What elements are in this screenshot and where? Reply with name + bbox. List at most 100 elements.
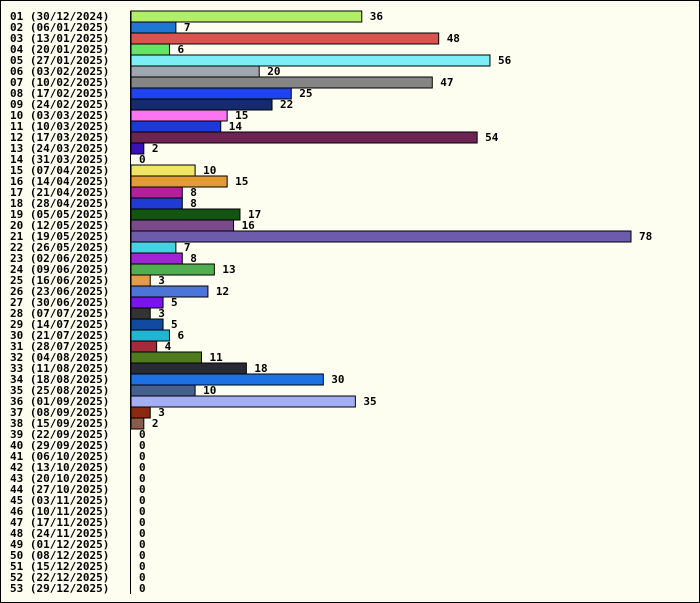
- category-label: 37 (08/09/2025): [10, 406, 109, 419]
- category-label: 53 (29/12/2025): [10, 582, 109, 595]
- category-label: 05 (27/01/2025): [10, 54, 109, 67]
- category-label: 35 (25/08/2025): [10, 384, 109, 397]
- bar: [130, 318, 164, 331]
- category-label: 23 (02/06/2025): [10, 252, 109, 265]
- bar: [130, 208, 241, 221]
- category-label: 32 (04/08/2025): [10, 351, 109, 364]
- category-label: 19 (05/05/2025): [10, 208, 109, 221]
- category-label: 44 (27/10/2025): [10, 483, 109, 496]
- value-label: 10: [203, 384, 216, 397]
- value-label: 0: [139, 461, 146, 474]
- category-label: 27 (30/06/2025): [10, 296, 109, 309]
- category-label: 24 (09/06/2025): [10, 263, 109, 276]
- value-label: 14: [229, 120, 243, 133]
- category-label: 46 (10/11/2025): [10, 505, 109, 518]
- value-label: 0: [139, 527, 146, 540]
- value-label: 0: [139, 516, 146, 529]
- value-label: 78: [639, 230, 652, 243]
- category-label: 31 (28/07/2025): [10, 340, 109, 353]
- bar: [130, 43, 170, 56]
- bars-group: [130, 10, 632, 430]
- category-label: 06 (03/02/2025): [10, 65, 109, 78]
- value-label: 8: [190, 186, 197, 199]
- category-label: 52 (22/12/2025): [10, 571, 109, 584]
- category-label: 39 (22/09/2025): [10, 428, 109, 441]
- value-label: 0: [139, 582, 146, 595]
- value-label: 6: [177, 329, 184, 342]
- category-label: 36 (01/09/2025): [10, 395, 109, 408]
- value-label: 47: [440, 76, 453, 89]
- value-label: 11: [210, 351, 224, 364]
- value-label: 7: [184, 21, 191, 34]
- value-label: 0: [139, 450, 146, 463]
- category-label: 41 (06/10/2025): [10, 450, 109, 463]
- category-label: 48 (24/11/2025): [10, 527, 109, 540]
- value-label: 30: [331, 373, 344, 386]
- category-label: 49 (01/12/2025): [10, 538, 109, 551]
- bar: [130, 362, 247, 375]
- bar: [130, 131, 478, 144]
- value-label: 0: [139, 571, 146, 584]
- value-label: 3: [158, 307, 165, 320]
- bar: [130, 285, 209, 298]
- category-label: 15 (07/04/2025): [10, 164, 109, 177]
- value-label: 12: [216, 285, 229, 298]
- category-label: 08 (17/02/2025): [10, 87, 109, 100]
- category-label: 16 (14/04/2025): [10, 175, 109, 188]
- category-label: 22 (26/05/2025): [10, 241, 109, 254]
- bar: [130, 87, 292, 100]
- value-label: 8: [190, 197, 197, 210]
- value-label: 0: [139, 494, 146, 507]
- bar: [130, 395, 356, 408]
- category-label: 40 (29/09/2025): [10, 439, 109, 452]
- category-label: 38 (15/09/2025): [10, 417, 109, 430]
- value-label: 6: [177, 43, 184, 56]
- category-label: 14 (31/03/2025): [10, 153, 109, 166]
- bar: [130, 252, 183, 265]
- bar: [130, 32, 440, 45]
- bar: [130, 142, 145, 155]
- bar: [130, 120, 222, 133]
- value-label: 0: [139, 505, 146, 518]
- bar: [130, 373, 324, 386]
- value-label: 25: [299, 87, 312, 100]
- value-label: 0: [139, 549, 146, 562]
- bar: [130, 263, 215, 276]
- bar: [130, 230, 632, 243]
- bar: [130, 417, 145, 430]
- bar: [130, 307, 151, 320]
- value-label: 8: [190, 252, 197, 265]
- category-label: 11 (10/03/2025): [10, 120, 109, 133]
- value-label: 16: [242, 219, 256, 232]
- category-label: 13 (24/03/2025): [10, 142, 109, 155]
- value-label: 2: [152, 142, 159, 155]
- bar: [130, 109, 228, 122]
- category-label: 28 (07/07/2025): [10, 307, 109, 320]
- value-label: 0: [139, 560, 146, 573]
- value-label: 5: [171, 296, 178, 309]
- category-label: 17 (21/04/2025): [10, 186, 109, 199]
- category-label: 18 (28/04/2025): [10, 197, 109, 210]
- category-label: 42 (13/10/2025): [10, 461, 109, 474]
- bar: [130, 76, 433, 89]
- value-label: 35: [363, 395, 376, 408]
- bar: [130, 186, 183, 199]
- bar: [130, 21, 177, 34]
- category-label: 43 (20/10/2025): [10, 472, 109, 485]
- value-label: 10: [203, 164, 216, 177]
- category-label: 45 (03/11/2025): [10, 494, 109, 507]
- value-label: 15: [235, 175, 248, 188]
- bar: [130, 351, 203, 364]
- value-label: 4: [165, 340, 172, 353]
- category-label: 01 (30/12/2024): [10, 10, 109, 23]
- value-label: 7: [184, 241, 191, 254]
- bar: [130, 241, 177, 254]
- value-label: 18: [254, 362, 267, 375]
- category-label: 30 (21/07/2025): [10, 329, 109, 342]
- category-label: 10 (03/03/2025): [10, 109, 109, 122]
- bar: [130, 98, 273, 111]
- value-label: 22: [280, 98, 293, 111]
